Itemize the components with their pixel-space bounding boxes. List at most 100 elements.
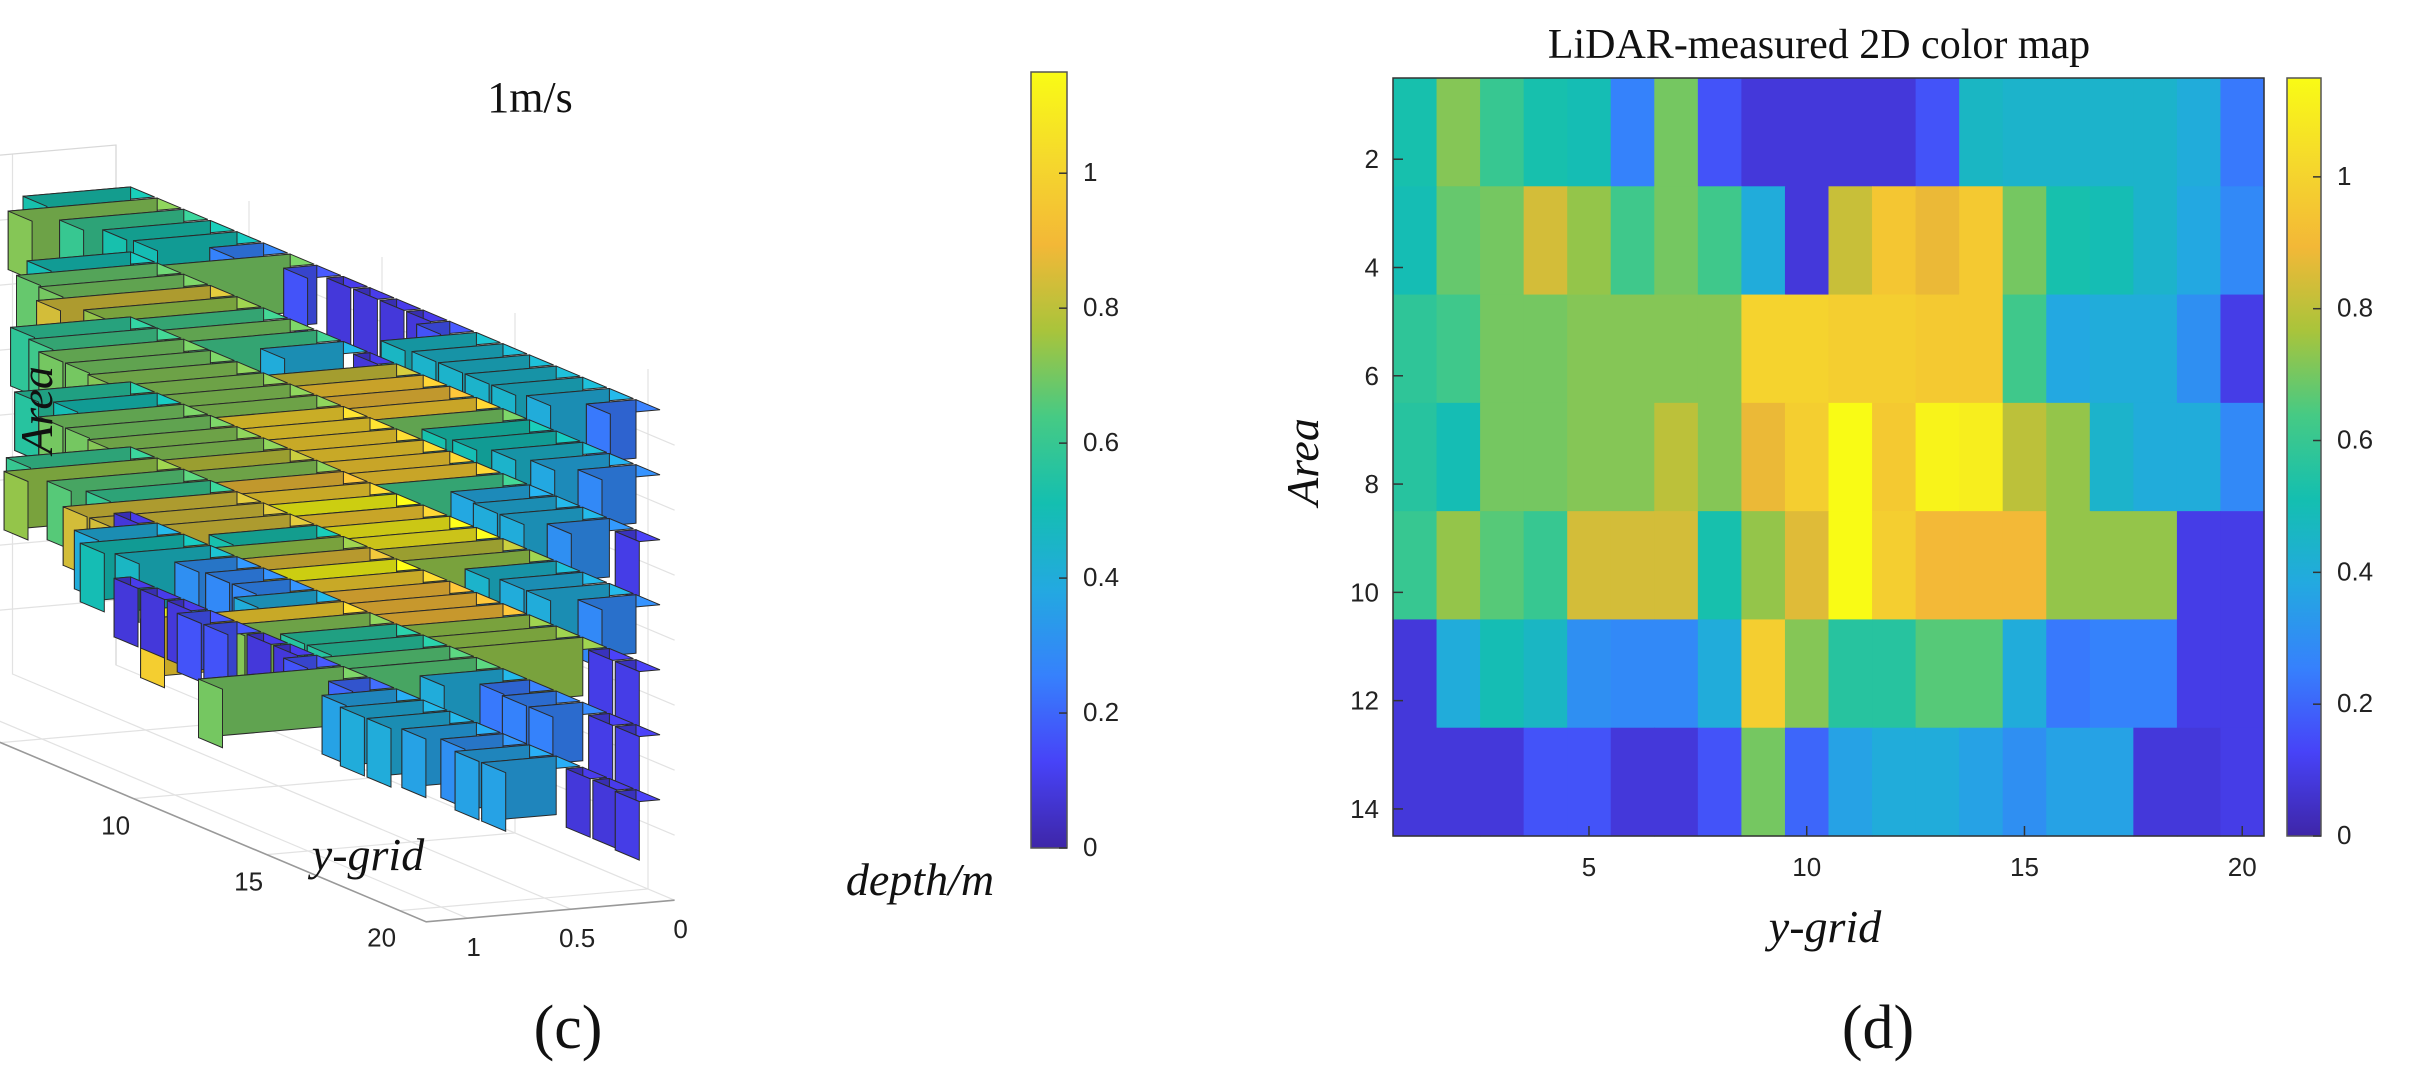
heatmap-cell xyxy=(1567,78,1612,187)
heatmap-cell xyxy=(1654,727,1699,837)
heatmap-cell xyxy=(1959,511,2004,621)
heatmap-cell xyxy=(1784,619,1830,729)
heatmap-cell xyxy=(2046,619,2091,729)
heatmap-cell xyxy=(1872,402,1917,512)
heatmap-cell xyxy=(2220,619,2265,729)
heatmap-cell xyxy=(1915,402,1960,512)
panel-c-axes: 1234567510152010.50 xyxy=(0,741,688,962)
panel-c-colorbar-gradient-bar xyxy=(1030,71,1068,849)
heatmap-cell xyxy=(1523,727,1568,837)
heatmap-cell xyxy=(1393,727,1438,837)
panel-d-cells xyxy=(1393,78,2265,837)
heatmap-cell xyxy=(2002,186,2047,296)
heatmap-cell xyxy=(2176,402,2222,512)
panel-c-bar xyxy=(203,621,262,694)
heatmap-cell xyxy=(2046,294,2091,404)
panel-c-colorbar-tick-label: 1 xyxy=(1083,157,1097,187)
heatmap-cell xyxy=(2133,186,2178,296)
heatmap-cell xyxy=(2133,727,2178,837)
panel-d-x-tick-label: 20 xyxy=(2228,852,2257,882)
panel-d-label: (d) xyxy=(1842,994,1914,1062)
panel-c-colorbar-tick-label: 0.8 xyxy=(1083,292,1119,322)
heatmap-cell xyxy=(1784,402,1830,512)
heatmap-cell xyxy=(2089,619,2134,729)
heatmap-cell xyxy=(1567,186,1612,296)
heatmap-cell xyxy=(2176,727,2222,837)
heatmap-cell xyxy=(1436,294,1481,404)
panel-c-bar xyxy=(588,647,634,720)
heatmap-cell xyxy=(1915,78,1960,187)
heatmap-cell xyxy=(1523,186,1568,296)
panel-c-bar xyxy=(614,659,661,731)
heatmap-cell xyxy=(1480,402,1525,512)
heatmap-cell xyxy=(1610,619,1655,729)
heatmap-cell xyxy=(1741,294,1786,404)
heatmap-cell xyxy=(1828,727,1873,837)
heatmap-cell xyxy=(1741,402,1786,512)
heatmap-cell xyxy=(1959,294,2004,404)
heatmap-cell xyxy=(1784,511,1830,621)
heatmap-cell xyxy=(1567,402,1612,512)
heatmap-cell xyxy=(2002,294,2047,404)
panel-c-bar xyxy=(614,529,661,601)
panel-d-colorbar-tick-label: 0.8 xyxy=(2337,293,2373,323)
heatmap-cell xyxy=(1654,619,1699,729)
heatmap-cell xyxy=(1828,402,1873,512)
panel-c-y-gridline xyxy=(0,720,468,919)
heatmap-cell xyxy=(1480,186,1525,296)
heatmap-cell xyxy=(1523,294,1568,404)
heatmap-cell xyxy=(2176,294,2222,404)
heatmap-cell xyxy=(2220,186,2265,296)
heatmap-cell xyxy=(1480,619,1525,729)
heatmap-cell xyxy=(1393,511,1438,621)
panel-c-axis-lines xyxy=(0,741,675,923)
heatmap-cell xyxy=(2089,294,2134,404)
heatmap-cell xyxy=(2176,186,2222,296)
heatmap-cell xyxy=(2089,402,2134,512)
heatmap-cell xyxy=(1828,511,1873,621)
panel-c-bar xyxy=(176,609,235,683)
heatmap-cell xyxy=(1523,78,1568,187)
heatmap-cell xyxy=(2133,402,2178,512)
panel-d-colorbar: 0 0.2 0.4 0.6 0.8 1 xyxy=(2286,77,2373,850)
panel-c-bar xyxy=(326,275,368,348)
heatmap-cell xyxy=(1697,186,1742,296)
panel-c-bar xyxy=(113,576,155,648)
panel-d-x-tick-label: 5 xyxy=(1582,852,1596,882)
heatmap-cell xyxy=(2176,511,2222,621)
panel-d-y-axis-label: Area xyxy=(1277,418,1328,509)
heatmap-cell xyxy=(1654,511,1699,621)
heatmap-cell xyxy=(1872,511,1917,621)
panel-d-y-tick-label: 4 xyxy=(1365,253,1379,283)
panel-c-bar xyxy=(614,724,661,796)
heatmap-cell xyxy=(1741,186,1786,296)
heatmap-cell xyxy=(2002,619,2047,729)
heatmap-cell xyxy=(2089,511,2134,621)
panel-d-colorbar-tick-label: 0.2 xyxy=(2337,688,2373,718)
heatmap-cell xyxy=(1741,619,1786,729)
panel-c-x-axis-label: y-grid xyxy=(308,829,425,880)
heatmap-cell xyxy=(1959,402,2004,512)
heatmap-cell xyxy=(1697,294,1742,404)
heatmap-cell xyxy=(1480,511,1525,621)
heatmap-cell xyxy=(2046,78,2091,187)
heatmap-cell xyxy=(1872,294,1917,404)
heatmap-cell xyxy=(2046,727,2091,837)
heatmap-cell xyxy=(1393,402,1438,512)
panel-c-label: (c) xyxy=(534,994,603,1062)
heatmap-cell xyxy=(1436,727,1481,837)
heatmap-cell xyxy=(1567,619,1612,729)
heatmap-cell xyxy=(2089,78,2134,187)
panel-c-x-tick-label: 20 xyxy=(367,923,396,953)
heatmap-cell xyxy=(1741,511,1786,621)
heatmap-cell xyxy=(1784,294,1830,404)
heatmap-cell xyxy=(2089,186,2134,296)
heatmap-cell xyxy=(1436,619,1481,729)
heatmap-cell xyxy=(1915,727,1960,837)
heatmap-cell xyxy=(2176,619,2222,729)
heatmap-cell xyxy=(2220,727,2265,837)
heatmap-cell xyxy=(1436,402,1481,512)
heatmap-cell xyxy=(1959,78,2004,187)
heatmap-cell xyxy=(2046,402,2091,512)
panel-c-y-tick-label: 0 xyxy=(673,914,687,944)
